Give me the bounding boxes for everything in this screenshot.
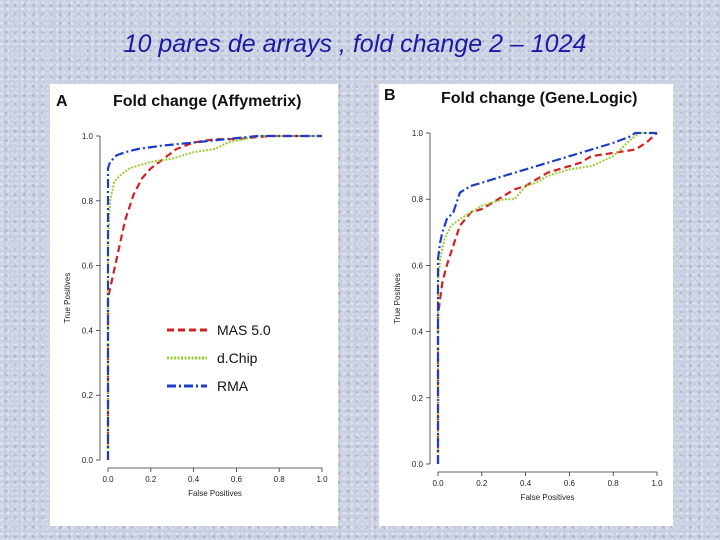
x-tick-label: 0.8 [608, 479, 620, 488]
legend-label: MAS 5.0 [217, 322, 271, 338]
x-tick-label: 0.2 [145, 475, 157, 484]
slide-title: 10 pares de arrays , fold change 2 – 102… [123, 30, 587, 58]
series-line-rma [106, 134, 322, 460]
panel-letter: B [384, 87, 396, 104]
series-line-mas-5-0 [436, 132, 658, 464]
x-tick-label: 0.0 [432, 479, 444, 488]
y-tick-label: 1.0 [82, 132, 94, 141]
x-tick-label: 0.6 [231, 475, 243, 484]
chart-title: Fold change (Gene.Logic) [441, 90, 637, 107]
chart-panel-b: B Fold change (Gene.Logic) 0.0 0.2 0.4 0.6 0.8… [379, 84, 673, 526]
y-tick-label: 0.8 [412, 195, 424, 204]
x-tick-label: 0.4 [520, 479, 532, 488]
x-tick-label: 0.6 [564, 479, 576, 488]
roc-chart-affymetrix: A Fold change (Affymetrix) 0.0 0.2 0.4 0.6 0.8… [56, 93, 328, 498]
x-tick-label: 0.4 [188, 475, 200, 484]
y-tick-label: 0.4 [412, 328, 424, 337]
series-line-d-chip [437, 132, 657, 464]
y-axis-label: True Positives [63, 273, 72, 323]
legend-label: RMA [217, 378, 249, 394]
x-axis-label: False Positives [188, 489, 242, 498]
y-tick-label: 1.0 [412, 129, 424, 138]
y-tick-label: 0.6 [412, 261, 424, 270]
chart-title: Fold change (Affymetrix) [113, 93, 301, 110]
y-tick-label: 0.0 [412, 460, 424, 469]
chart-panel-a: A Fold change (Affymetrix) 0.0 0.2 0.4 0.6 0.8… [50, 84, 338, 526]
x-tick-label: 1.0 [651, 479, 663, 488]
y-tick-label: 0.8 [82, 197, 94, 206]
y-tick-label: 0.2 [82, 391, 94, 400]
x-tick-label: 0.0 [102, 475, 114, 484]
y-axis-label: True Positives [393, 273, 402, 323]
series-line-mas-5-0 [106, 134, 322, 460]
series-line-rma [436, 131, 657, 464]
roc-chart-genelogic: B Fold change (Gene.Logic) 0.0 0.2 0.4 0.6 0.8… [384, 87, 663, 502]
x-tick-label: 0.2 [476, 479, 488, 488]
legend-label: d.Chip [217, 350, 258, 366]
x-axis-label: False Positives [521, 493, 575, 502]
x-tick-label: 0.8 [274, 475, 286, 484]
y-tick-label: 0.4 [82, 326, 94, 335]
y-tick-label: 0.6 [82, 262, 94, 271]
y-tick-label: 0.0 [82, 456, 94, 465]
panel-letter: A [56, 93, 68, 110]
x-tick-label: 1.0 [316, 475, 328, 484]
series-line-d-chip [107, 135, 322, 460]
y-tick-label: 0.2 [412, 394, 424, 403]
